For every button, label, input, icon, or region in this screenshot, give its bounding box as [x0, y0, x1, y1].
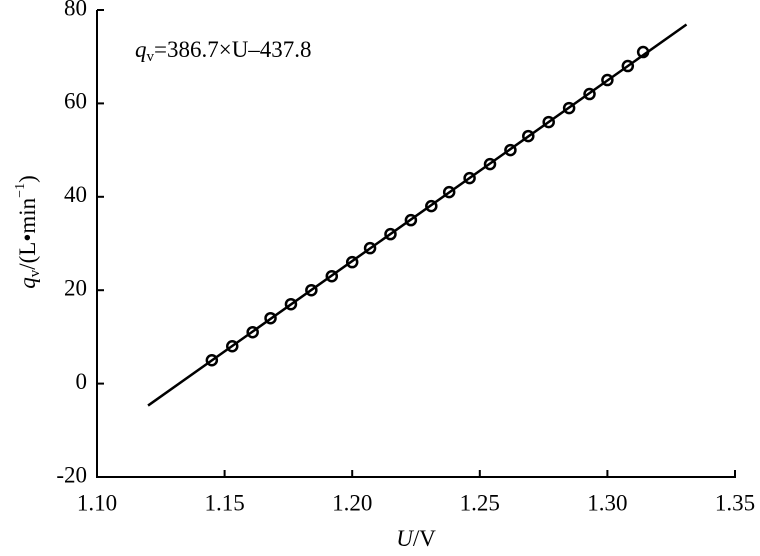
- data-point: [504, 143, 517, 157]
- y-tick-label: 20: [64, 275, 87, 300]
- x-tick-label: 1.10: [77, 490, 117, 515]
- data-point: [404, 213, 418, 227]
- y-tick-label: 40: [64, 182, 87, 207]
- x-label-symbol: U: [396, 526, 414, 551]
- data-point: [463, 171, 476, 185]
- data-point: [284, 297, 298, 311]
- y-label-symbol: q: [15, 277, 40, 289]
- equation-text: =386.7×U–437.8: [154, 37, 312, 62]
- y-axis-label: qv/(L•min−1): [13, 175, 43, 289]
- y-label-close: ): [15, 175, 40, 183]
- fit-equation: qv=386.7×U–437.8: [135, 37, 312, 65]
- equation-subscript: v: [147, 49, 155, 65]
- data-point: [483, 157, 497, 171]
- x-tick-label: 1.25: [460, 490, 500, 515]
- data-point: [264, 311, 277, 325]
- y-tick-label: 0: [76, 369, 88, 394]
- data-point: [601, 73, 614, 87]
- y-tick-label: 80: [64, 0, 87, 20]
- data-point: [363, 241, 377, 255]
- fit-line: [147, 23, 688, 407]
- data-point: [226, 339, 239, 353]
- data-point: [325, 269, 339, 283]
- data-point: [542, 115, 555, 129]
- x-axis-label: U/V: [396, 526, 436, 551]
- data-point: [636, 45, 650, 59]
- y-label-unit: /(L•min: [15, 197, 40, 269]
- x-label-unit: /V: [413, 526, 436, 551]
- data-point: [442, 185, 456, 199]
- data-point: [522, 129, 535, 143]
- equation-symbol: q: [135, 37, 147, 62]
- data-point: [425, 199, 438, 213]
- data-point: [205, 354, 219, 367]
- data-point: [384, 227, 397, 241]
- data-point: [246, 325, 259, 339]
- x-tick-label: 1.15: [204, 490, 244, 515]
- data-point: [562, 101, 576, 115]
- x-tick-label: 1.30: [587, 490, 627, 515]
- y-label-exponent: −1: [13, 183, 28, 198]
- data-point: [621, 59, 635, 73]
- x-tick-label: 1.20: [332, 490, 372, 515]
- data-point: [305, 283, 318, 297]
- y-tick-label: -20: [56, 462, 87, 487]
- x-tick-label: 1.35: [715, 490, 755, 515]
- data-point: [583, 87, 596, 101]
- y-label-subscript: v: [27, 269, 43, 277]
- y-tick-label: 60: [64, 89, 87, 114]
- data-point: [345, 255, 359, 269]
